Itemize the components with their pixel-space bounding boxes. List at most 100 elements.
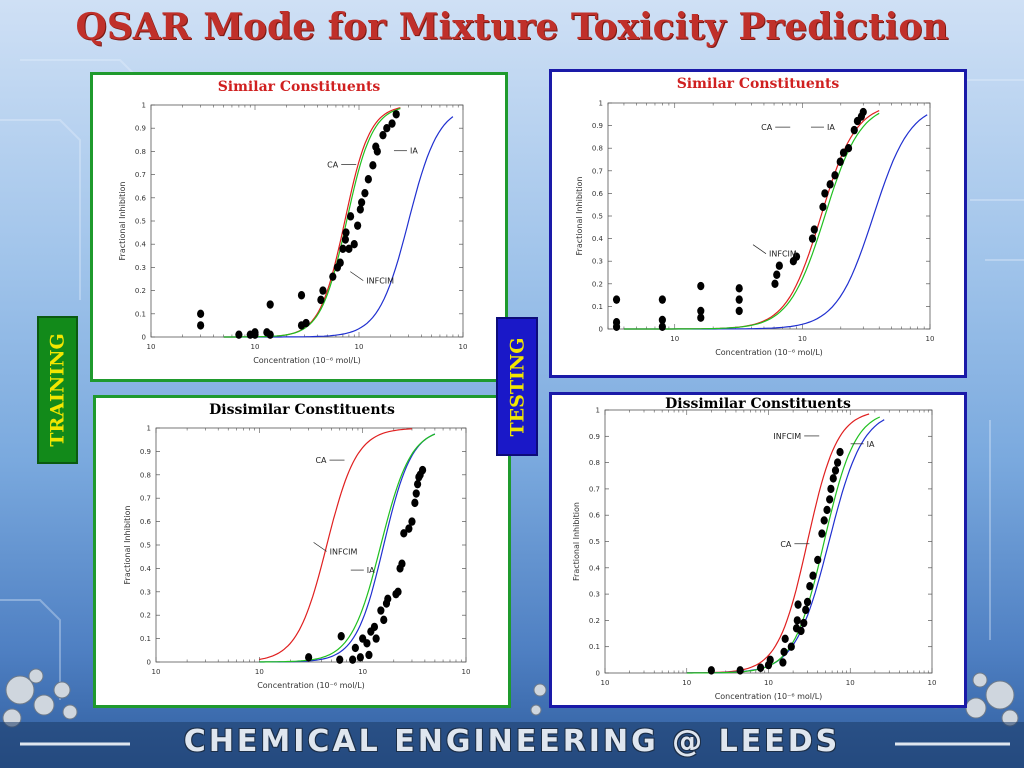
data-point: [831, 466, 840, 475]
data-point: [697, 306, 705, 316]
x-axis-label: Concentration (10⁻⁶ mol/L): [715, 692, 823, 701]
chart-title: Dissimilar Constituents: [665, 396, 851, 412]
y-tick-label: 0.8: [135, 148, 146, 156]
data-point: [337, 632, 345, 641]
data-point: [823, 505, 831, 515]
y-tick-label: 1: [599, 100, 603, 108]
slide-title: QSAR Mode for Mixture Toxicity Predictio…: [75, 6, 949, 48]
data-point: [412, 489, 420, 498]
chart-panel-training-similar: Similar Constituents 0 0.1 0.2 0.3 0.4 0.5 0.6 0…: [90, 72, 508, 382]
data-point: [413, 479, 422, 489]
y-tick-label: 0.1: [135, 310, 146, 318]
data-point: [735, 306, 743, 316]
data-point: [781, 634, 789, 644]
data-point: [779, 658, 787, 667]
data-point: [370, 622, 379, 632]
data-point: [266, 300, 274, 309]
data-point: [342, 228, 350, 237]
annotation-ia: IA: [827, 123, 835, 132]
x-tick-label: 10: [358, 668, 367, 676]
data-point: [372, 634, 380, 643]
data-point: [850, 125, 858, 135]
y-tick-label: 0.9: [589, 433, 600, 441]
data-point: [818, 529, 826, 538]
data-point: [839, 148, 848, 157]
y-tick-label: 0: [142, 334, 146, 342]
data-point: [356, 205, 364, 214]
annotation-ca: CA: [761, 123, 773, 132]
data-point: [831, 171, 839, 180]
data-point: [354, 221, 362, 230]
data-point: [797, 626, 805, 636]
annotation-arrow: [350, 271, 364, 281]
data-point: [418, 465, 427, 475]
data-point: [392, 110, 400, 119]
data-point: [346, 212, 355, 221]
data-point: [345, 244, 353, 254]
x-tick-label: 10: [601, 679, 610, 687]
y-tick-label: 1: [596, 407, 600, 415]
y-axis-label: Fractional Inhibition: [575, 177, 584, 256]
data-point: [369, 161, 377, 170]
data-point: [363, 639, 371, 648]
chart-testing-dissimilar: Dissimilar Constituents 0 0.1 0.2 0.3 0.4 0.5 0…: [572, 396, 936, 701]
data-point: [735, 295, 743, 304]
data-point: [794, 600, 802, 609]
data-point: [707, 666, 715, 675]
training-label-text: TRAINING: [46, 333, 69, 447]
y-tick-label: 0.5: [592, 213, 603, 221]
chart-training-dissimilar: Dissimilar Constituents 0 0.1 0.2 0.3 0.4 0.5 0…: [123, 402, 470, 690]
data-point: [612, 322, 621, 331]
y-tick-label: 0: [147, 659, 151, 667]
y-tick-label: 0.7: [592, 167, 603, 175]
y-tick-label: 0: [596, 670, 600, 678]
data-point: [336, 655, 344, 664]
x-axis-label: Concentration (10⁻⁶ mol/L): [257, 681, 365, 690]
data-point: [319, 286, 327, 295]
data-point: [400, 529, 408, 538]
data-point: [365, 650, 373, 660]
data-point: [766, 655, 774, 665]
annotation-ca: CA: [327, 161, 339, 170]
data-point: [411, 498, 419, 508]
y-tick-label: 0.3: [589, 591, 600, 599]
plot-frame: [604, 409, 933, 674]
y-tick-label: 0.1: [589, 643, 600, 651]
data-point: [350, 240, 358, 249]
y-tick-label: 0.4: [592, 235, 604, 243]
y-tick-label: 0.7: [135, 171, 146, 179]
annotation-ia: IA: [867, 440, 875, 449]
data-point: [384, 594, 392, 604]
x-tick-label: 10: [670, 335, 679, 343]
x-tick-label: 10: [147, 343, 156, 351]
annotation-infcim: INFCIM: [366, 277, 394, 286]
data-point: [844, 144, 853, 153]
data-point: [826, 180, 834, 189]
y-tick-label: 0.3: [140, 588, 151, 596]
data-point: [814, 555, 822, 565]
data-point: [820, 516, 828, 525]
testing-label-text: TESTING: [506, 337, 528, 436]
y-tick-label: 0.9: [135, 125, 146, 133]
data-point: [836, 157, 844, 166]
chart-training-similar: Similar Constituents 0 0.1 0.2 0.3 0.4 0.5 0.6 0…: [118, 79, 467, 365]
y-tick-label: 0.5: [135, 218, 146, 226]
data-point: [383, 124, 391, 133]
data-point: [377, 606, 385, 615]
data-point: [735, 284, 743, 293]
data-point: [361, 188, 369, 198]
y-tick-label: 0.2: [589, 617, 600, 625]
data-point: [859, 107, 867, 117]
data-point: [349, 655, 357, 664]
data-point: [736, 666, 744, 675]
curve-infcim: [259, 433, 436, 663]
data-point: [341, 235, 350, 244]
y-tick-label: 0.1: [140, 635, 151, 643]
data-point: [302, 318, 310, 328]
data-point: [821, 189, 829, 198]
y-tick-label: 0.5: [140, 542, 151, 550]
y-tick-label: 0.6: [589, 512, 601, 520]
data-point: [658, 295, 666, 304]
y-tick-label: 1: [147, 425, 151, 433]
data-point: [809, 571, 817, 580]
